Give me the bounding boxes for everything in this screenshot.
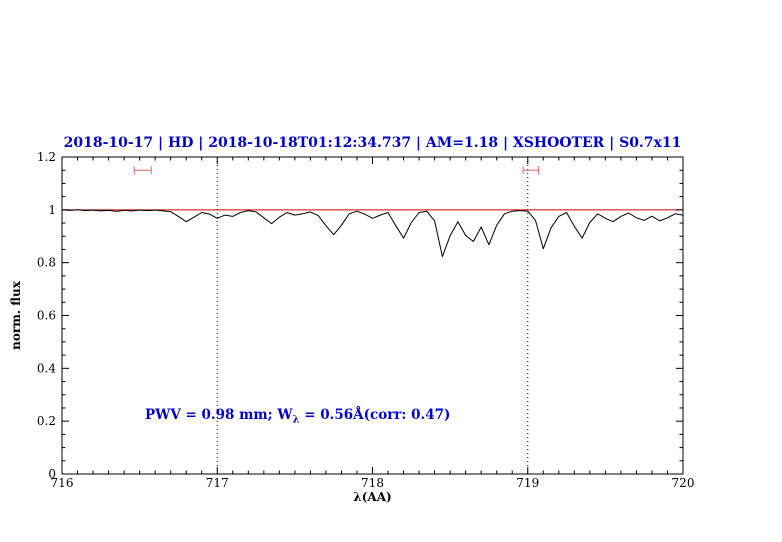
chart-title: 2018-10-17 | HD | 2018-10-18T01:12:34.73… [63, 135, 682, 151]
spectrum-line [61, 209, 684, 258]
y-tick-label: 0.8 [37, 256, 56, 270]
pwv-annotation-post: = 0.56Å(corr: 0.47) [299, 407, 451, 423]
pwv-annotation: PWV = 0.98 mm; Wλ = 0.56Å(corr: 0.47) [145, 407, 450, 426]
y-tick-label: 0.4 [37, 361, 56, 375]
y-tick-label: 1 [48, 203, 56, 217]
x-axis-title: λ(AA) [353, 490, 391, 504]
axes-box [61, 156, 684, 475]
y-axis-title: norm. flux [9, 280, 23, 350]
y-tick-label: 1.2 [37, 150, 56, 164]
x-tick-label: 719 [516, 476, 539, 490]
x-tick-label: 717 [206, 476, 229, 490]
pwv-annotation-pre: PWV = 0.98 mm; W [145, 407, 293, 423]
y-tick-label: 0.2 [37, 414, 56, 428]
x-tick-label: 720 [672, 476, 695, 490]
y-tick-label: 0 [48, 467, 56, 481]
y-tick-label: 0.6 [37, 309, 56, 323]
x-tick-label: 716 [51, 476, 74, 490]
x-tick-label: 718 [361, 476, 384, 490]
lambda-subscript: λ [292, 414, 300, 426]
